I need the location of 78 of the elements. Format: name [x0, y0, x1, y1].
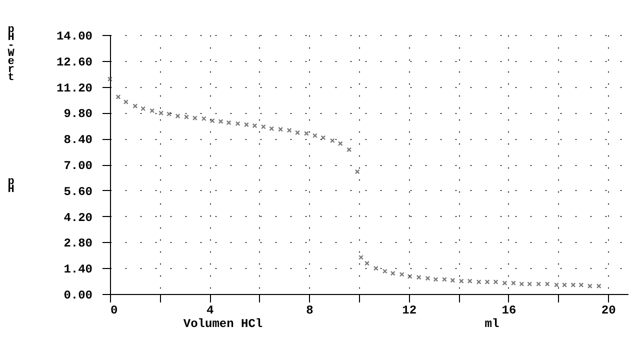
point: [252, 123, 258, 128]
x-tick-label: 0: [110, 304, 118, 318]
point: [295, 130, 300, 136]
y-tick-label: 5.60: [64, 184, 92, 199]
text: ml: [484, 317, 500, 331]
point: [554, 282, 559, 288]
point: [407, 274, 412, 279]
point: [536, 282, 542, 286]
point: [218, 118, 224, 124]
point: [562, 282, 567, 288]
y-tick-label: 8.40: [64, 133, 92, 148]
point: [570, 282, 576, 288]
point: [587, 284, 592, 289]
point: [304, 130, 309, 136]
point: [116, 94, 121, 100]
point: [519, 282, 524, 286]
point: [312, 133, 318, 138]
y-tick-label: 2.80: [64, 236, 92, 251]
y-tick-label: 11.20: [56, 81, 92, 96]
point: [544, 282, 550, 286]
point: [390, 270, 396, 276]
point: [166, 112, 172, 116]
point: [175, 114, 180, 118]
point: [425, 276, 430, 281]
point: [123, 100, 128, 104]
y-tick-label: 9.80: [64, 107, 92, 122]
point: [158, 110, 164, 116]
x-tick-label: 12: [402, 304, 417, 318]
x-tick-label: 20: [601, 304, 616, 318]
point: [510, 280, 516, 286]
point: [578, 282, 584, 288]
x-axis-title: Volumen HCl: [183, 317, 263, 331]
point: [108, 76, 112, 82]
y-tick-label: 0.00: [64, 288, 92, 302]
point: [244, 122, 249, 128]
point: [382, 268, 388, 274]
x-tick-label: 8: [306, 304, 314, 318]
point: [192, 116, 198, 121]
point: [184, 114, 189, 120]
point: [260, 124, 266, 130]
point: [140, 106, 146, 112]
point: [132, 104, 138, 109]
point: [476, 280, 482, 284]
point: [399, 272, 404, 277]
point: [320, 135, 326, 140]
point: [458, 278, 464, 284]
point: [484, 280, 490, 284]
point: [374, 266, 378, 271]
point: [416, 274, 422, 280]
y-tick-label: 14.00: [56, 30, 92, 44]
point: [493, 280, 498, 284]
y-tick-label: 12.60: [56, 55, 92, 70]
point: [527, 282, 532, 286]
point: [330, 138, 335, 144]
point: [226, 120, 232, 126]
y-tick-label: 7.00: [64, 159, 92, 173]
point: [210, 118, 215, 124]
y-tick-label: 1.40: [64, 262, 92, 277]
point: [442, 276, 447, 282]
y-tick-label: 4.20: [64, 210, 92, 225]
x-tick-label: 4: [206, 304, 214, 318]
point: [338, 141, 343, 146]
point: [450, 278, 456, 283]
point: [235, 121, 240, 126]
point: [201, 116, 206, 122]
point: [364, 260, 370, 266]
point: [354, 169, 360, 174]
point: [346, 147, 352, 152]
point: [433, 276, 438, 282]
point: [596, 284, 602, 289]
point: [278, 126, 284, 132]
point: [150, 108, 155, 114]
point: [358, 254, 364, 260]
point: [269, 126, 274, 132]
point: [286, 128, 292, 133]
point: [502, 280, 508, 286]
x-tick-label: 16: [502, 304, 516, 318]
point: [467, 278, 472, 284]
